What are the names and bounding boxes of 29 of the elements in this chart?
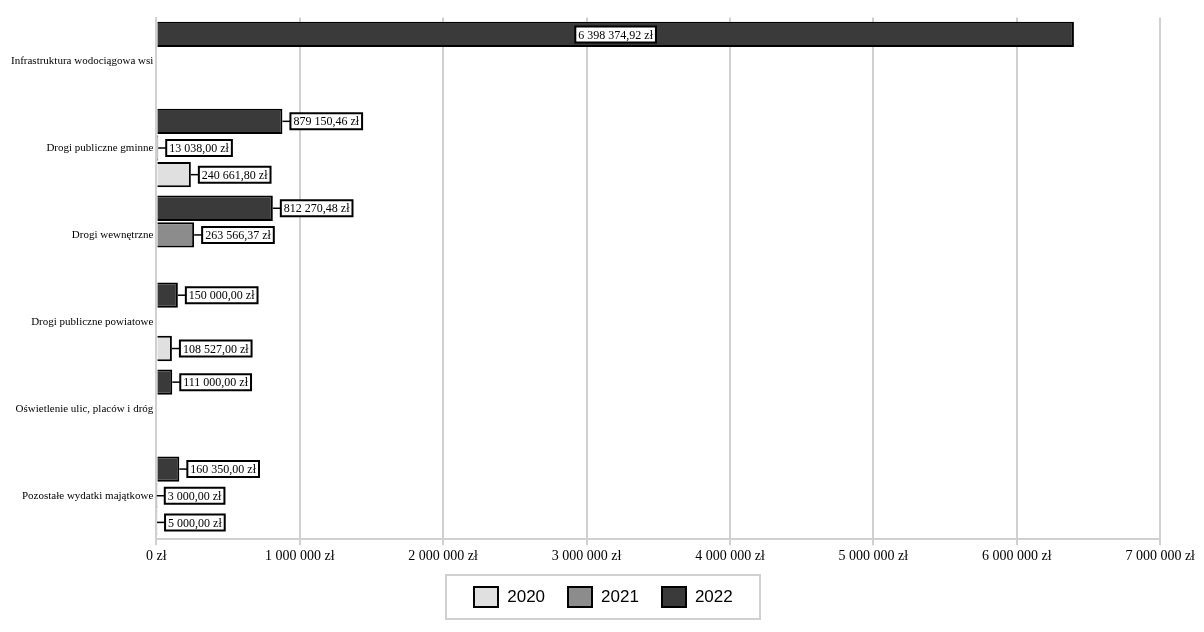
x-tick-label: 6 000 000 zł <box>981 548 1052 564</box>
x-tick-label: 2 000 000 zł <box>408 548 479 564</box>
y-tick-label: Infrastruktura wodociągowa wsi <box>10 53 154 66</box>
legend-label: 2020 <box>507 587 546 607</box>
legend-label: 2022 <box>694 587 733 607</box>
data-label: 3 000,00 zł <box>167 488 223 503</box>
y-tick-label: Drogi wewnętrzne <box>71 227 154 240</box>
x-tick-label: 1 000 000 zł <box>264 548 335 564</box>
x-tick-label: 7 000 000 zł <box>1125 548 1196 564</box>
data-label: 111 000,00 zł <box>183 375 249 390</box>
y-tick-label: Oświetlenie ulic, placów i dróg <box>15 401 154 414</box>
y-tick-label: Pozostałe wydatki majątkowe <box>21 488 154 501</box>
data-label: 13 038,00 zł <box>169 141 230 156</box>
data-label: 879 150,46 zł <box>293 114 360 129</box>
y-tick-label: Drogi publiczne gminne <box>46 140 154 153</box>
data-label: 160 350,00 zł <box>190 462 257 477</box>
x-tick-label: 5 000 000 zł <box>838 548 909 564</box>
data-label: 240 661,80 zł <box>201 167 269 182</box>
x-tick-label: 3 000 000 zł <box>551 548 622 564</box>
data-label: 5 000,00 zł <box>168 515 223 530</box>
x-tick-label: 4 000 000 zł <box>695 548 765 564</box>
data-label: 108 527,00 zł <box>182 341 250 356</box>
data-label: 150 000,00 zł <box>188 288 256 303</box>
legend-label: 2021 <box>601 587 639 607</box>
data-label: 812 270,48 zł <box>283 201 351 216</box>
data-label: 6 398 374,92 zł <box>578 27 654 42</box>
data-label: 263 566,37 zł <box>205 228 272 243</box>
y-tick-label: Drogi publiczne powiatowe <box>31 314 154 327</box>
x-tick-label: 0 zł <box>146 548 167 564</box>
